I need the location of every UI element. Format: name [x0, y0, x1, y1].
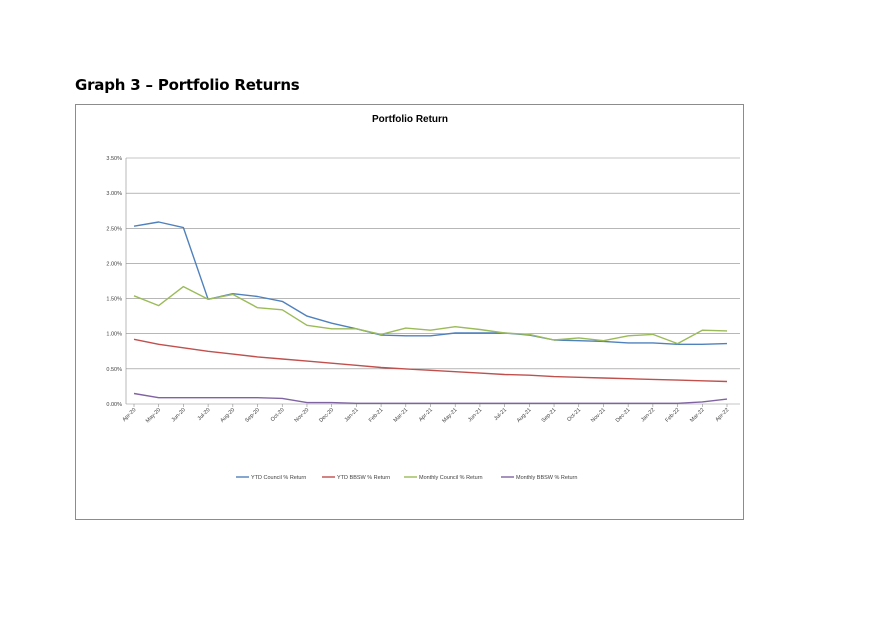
x-tick-label: Jan-21	[344, 407, 360, 423]
x-tick-label: Aug-21	[516, 407, 533, 424]
y-tick-label: 2.00%	[106, 261, 122, 267]
legend-label-ytd-bbsw-return: YTD BBSW % Return	[337, 475, 390, 481]
y-tick-label: 3.00%	[106, 191, 122, 197]
series-line-ytd-bbsw-return	[133, 338, 728, 383]
grid-lines	[125, 157, 740, 405]
x-tick-label: Dec-21	[615, 407, 632, 424]
legend-label-monthly-bbsw-return: Monthly BBSW % Return	[516, 475, 577, 481]
x-tick-label: Dec-20	[318, 407, 335, 424]
page-heading: Graph 3 – Portfolio Returns	[75, 76, 300, 94]
x-tick-label: Jul-21	[493, 407, 508, 422]
x-tick-label: May-20	[145, 407, 162, 424]
x-tick-label: Sep-20	[244, 407, 261, 424]
y-tick-label: 0.00%	[106, 402, 122, 408]
x-tick-label: Jan-22	[640, 407, 656, 423]
x-tick-label: Sep-21	[541, 407, 558, 424]
x-tick-label: Feb-22	[664, 407, 681, 424]
x-tick-label: Nov-20	[294, 407, 311, 424]
legend-label-ytd-council-return: YTD Council % Return	[251, 475, 306, 481]
x-tick-label: Apr-22	[714, 407, 730, 423]
chart-frame: Portfolio Return 0.00% 0.50% 1.00% 1.50% 2.0…	[75, 104, 744, 520]
y-tick-label: 0.50%	[106, 367, 122, 373]
x-tick-label: Aug-20	[219, 407, 236, 424]
x-tick-label: Feb-21	[368, 407, 385, 424]
y-tick-label: 1.00%	[106, 332, 122, 338]
x-tick-label: Nov-21	[590, 407, 607, 424]
portfolio-return-chart: Portfolio Return 0.00% 0.50% 1.00% 1.50% 2.0…	[106, 114, 740, 481]
series-line-monthly-council-return	[133, 285, 728, 345]
y-tick-label: 2.50%	[106, 226, 122, 232]
x-tick-label: Mar-22	[689, 407, 706, 424]
y-tick-label: 1.50%	[106, 297, 122, 303]
series-line-ytd-council-return	[133, 221, 728, 346]
x-tick-label: Oct-21	[566, 407, 582, 423]
x-tick-label: Oct-20	[270, 407, 286, 423]
x-tick-label: Jun-20	[171, 407, 187, 423]
x-tick-label: May-21	[441, 407, 458, 424]
series-lines	[133, 221, 728, 404]
legend-label-monthly-council-return: Monthly Council % Return	[419, 475, 483, 481]
y-tick-label: 3.50%	[106, 156, 122, 162]
legend: YTD Council % Return YTD BBSW % Return Mon…	[236, 475, 577, 481]
x-tick-label: Apr-20	[121, 407, 137, 423]
x-tick-label: Apr-21	[418, 407, 434, 423]
series-line-monthly-bbsw-return	[133, 392, 728, 404]
y-axis-ticks: 0.00% 0.50% 1.00% 1.50% 2.00% 2.50% 3.00% 3.50%	[106, 156, 122, 408]
chart-title: Portfolio Return	[372, 114, 448, 125]
x-tick-label: Mar-21	[393, 407, 410, 424]
x-axis-ticks: Apr-20 May-20 Jun-20 Jul-20 Aug-20 Sep-20 Oct-…	[121, 404, 730, 424]
x-tick-label: Jul-20	[197, 407, 212, 422]
x-tick-label: Jun-21	[467, 407, 483, 423]
